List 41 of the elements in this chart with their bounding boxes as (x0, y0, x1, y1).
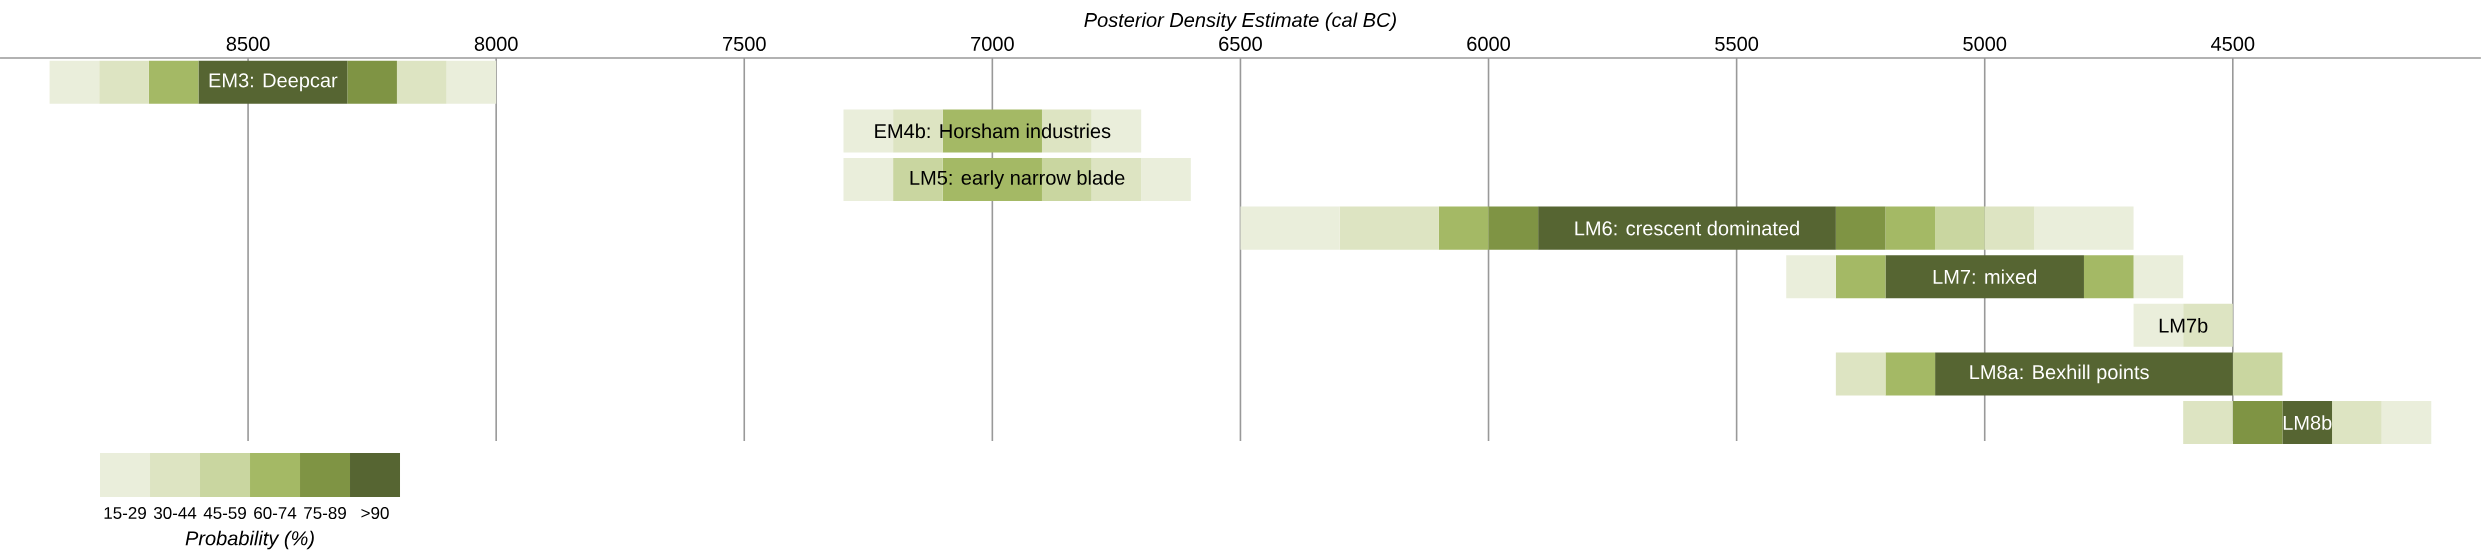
x-tick-label: 6000 (1467, 36, 1510, 51)
bar (1935, 206, 1985, 250)
category-label: 15-29 (104, 506, 146, 520)
y-tick-label: LM8a: Bexhill points (1970, 364, 2149, 384)
y-tick-label: EM3: Deepcar (209, 73, 338, 92)
x-tick-label: 7500 (723, 36, 766, 51)
category-label: 45-59 (203, 506, 246, 520)
bar (1984, 206, 2035, 250)
bar (2332, 401, 2382, 445)
y-tick-label: LM7b (2159, 317, 2208, 333)
y-tick-label: LM6: crescent dominated (1575, 220, 1799, 236)
bar (1835, 255, 1886, 299)
category-label: 30-44 (153, 506, 197, 520)
x-tick-label: 6500 (1219, 36, 1262, 51)
bar (2381, 401, 2432, 445)
x-tick-label: 8000 (474, 36, 518, 51)
category-label: 60-74 (254, 506, 297, 520)
category-label: 75-89 (304, 506, 346, 520)
x-tick-label: 7000 (971, 36, 1014, 51)
bar (1240, 206, 1340, 250)
x-tick-label: 5500 (1715, 36, 1759, 51)
y-tick-label: EM4b: Horsham industries (875, 123, 1111, 139)
bar (1885, 206, 1936, 250)
x-tick-label: 8500 (226, 36, 270, 51)
y-tick-label: LM7: mixed (1933, 269, 2037, 285)
y-tick-label: LM5: early narrow blade (910, 170, 1125, 189)
bar (2034, 206, 2134, 250)
bar (1438, 206, 1489, 250)
bar (2133, 255, 2184, 299)
bar (1786, 255, 1836, 299)
y-tick-label: LM8b (2283, 415, 2332, 430)
category-label: >90 (361, 506, 389, 520)
bar (396, 60, 447, 104)
bar (446, 60, 497, 104)
bar (1141, 157, 1191, 202)
x-axis-title: Posterior Density Estimate (cal BC) (1084, 12, 1396, 32)
bar (1339, 206, 1439, 250)
x-tick-label: 5000 (1963, 36, 2007, 51)
x-tick-label: 4500 (2211, 36, 2255, 51)
bar (1488, 206, 1539, 250)
text: Probability (%) (185, 530, 314, 550)
